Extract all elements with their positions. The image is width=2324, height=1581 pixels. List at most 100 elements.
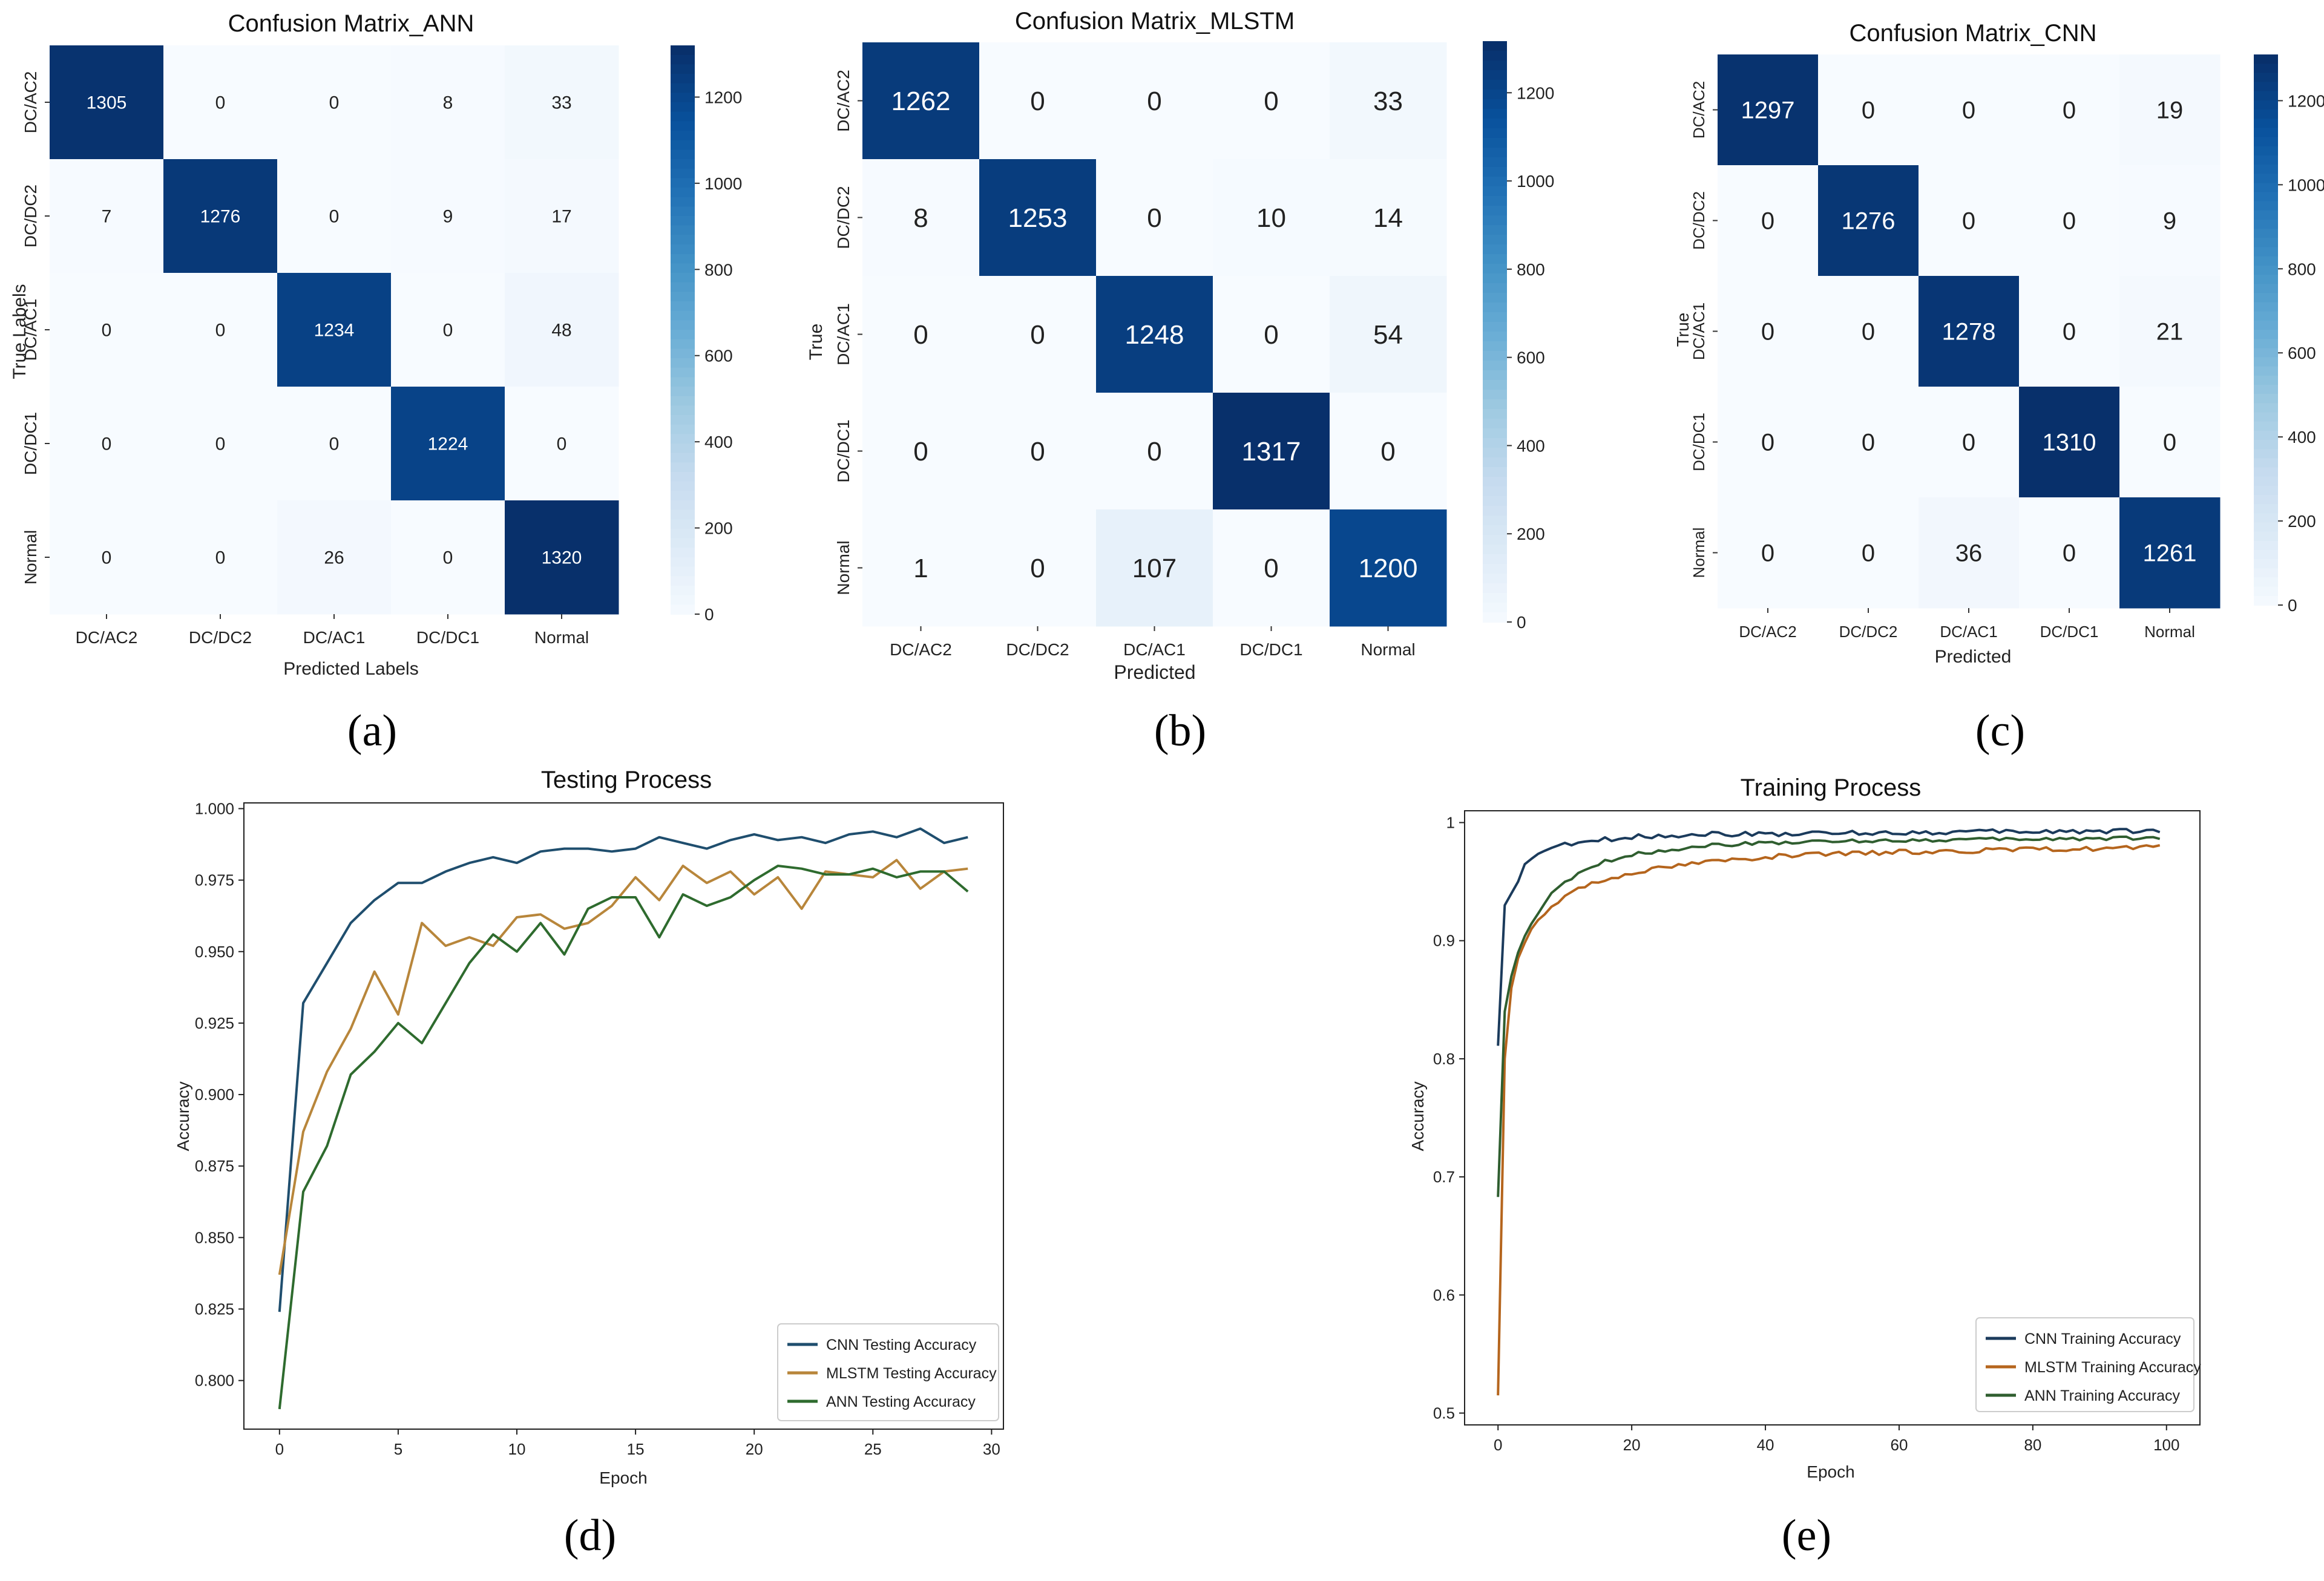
heatmap-cell — [1818, 165, 1919, 277]
colorbar-tick-label: 600 — [2288, 344, 2316, 362]
colorbar-tick-label: 0 — [2288, 596, 2297, 615]
heatmap-cell — [1919, 165, 2020, 277]
colorbar-segment — [2254, 339, 2278, 349]
panel-label-d: (d) — [564, 1511, 616, 1560]
heatmap-cell — [1718, 387, 1819, 498]
colorbar-segment — [1483, 351, 1507, 361]
heatmap-cell — [277, 45, 392, 160]
colorbar-segment — [1483, 186, 1507, 197]
x-axis-label: Predicted Labels — [283, 659, 418, 679]
colorbar-segment — [1483, 496, 1507, 506]
cell-value-label: 0 — [329, 434, 340, 454]
heatmap-cell — [2019, 165, 2120, 277]
colorbar-segment — [2254, 293, 2278, 303]
x-tick-label: 0 — [275, 1440, 284, 1458]
colorbar-segment — [1483, 516, 1507, 526]
x-tick-label: 0 — [1494, 1436, 1502, 1454]
panel-label-c: (c) — [1975, 706, 2025, 756]
colorbar-tick-label: 1200 — [1517, 83, 1554, 102]
colorbar-segment — [2254, 421, 2278, 431]
heatmap-cell — [1330, 276, 1447, 393]
colorbar-segment — [2254, 403, 2278, 413]
cell-value-label: 1317 — [1242, 437, 1301, 466]
colorbar-segment — [671, 273, 695, 283]
heatmap-cell — [2019, 276, 2120, 387]
colorbar-segment — [671, 178, 695, 188]
colorbar-segment — [671, 566, 695, 577]
y-tick-label: DC/DC2 — [834, 186, 853, 249]
colorbar-segment — [1483, 312, 1507, 322]
cell-value-label: 0 — [1962, 97, 1975, 124]
heatmap-cell — [862, 42, 980, 160]
colorbar-tick-label: 1000 — [1517, 172, 1554, 191]
cell-value-label: 0 — [102, 548, 112, 568]
colorbar-segment — [1483, 303, 1507, 313]
colorbar-segment — [2254, 146, 2278, 156]
cell-value-label: 1248 — [1125, 320, 1184, 350]
colorbar-segment — [671, 387, 695, 397]
colorbar-segment — [2254, 229, 2278, 239]
colorbar-segment — [1483, 467, 1507, 477]
x-tick-label: 40 — [1757, 1436, 1774, 1454]
colorbar-segment — [2254, 449, 2278, 459]
cell-value-label: 0 — [1761, 540, 1774, 567]
colorbar-segment — [2254, 247, 2278, 257]
cell-value-label: 36 — [1955, 540, 1983, 567]
colorbar-segment — [671, 45, 695, 56]
colorbar-tick-label: 0 — [1517, 613, 1526, 632]
colorbar-segment — [2254, 210, 2278, 220]
plot-frame — [1464, 810, 2201, 1426]
cell-value-label: 1253 — [1008, 203, 1068, 233]
colorbar-tick-label: 1000 — [2288, 175, 2324, 194]
x-tick-label: Normal — [534, 628, 589, 647]
colorbar-segment — [2254, 73, 2278, 83]
y-tick-label: DC/AC1 — [21, 299, 40, 361]
heatmap-cell — [391, 159, 505, 273]
colorbar-segment — [1483, 409, 1507, 419]
legend-label: ANN Testing Accuracy — [826, 1393, 976, 1410]
colorbar-segment — [1483, 254, 1507, 264]
y-tick-label: DC/DC1 — [21, 412, 40, 475]
colorbar-tick-label: 1200 — [704, 88, 742, 106]
heatmap-cell — [505, 273, 619, 387]
y-tick-label: DC/DC2 — [1690, 191, 1708, 250]
cell-value-label: 1305 — [87, 93, 127, 113]
x-tick-label: Normal — [2144, 623, 2195, 641]
cell-value-label: 1310 — [2043, 430, 2096, 456]
cell-value-label: 8 — [443, 93, 453, 113]
colorbar-segment — [671, 168, 695, 179]
legend-label: MLSTM Testing Accuracy — [826, 1365, 997, 1382]
colorbar-segment — [1483, 264, 1507, 274]
heatmap-cell — [1718, 165, 1819, 277]
colorbar-segment — [1483, 51, 1507, 61]
chart-title: Confusion Matrix_CNN — [1849, 20, 2096, 47]
colorbar-segment — [1483, 535, 1507, 545]
y-tick-label: 1.000 — [195, 799, 234, 817]
legend-label: MLSTM Training Accuracy — [2024, 1359, 2201, 1376]
colorbar-segment — [671, 102, 695, 113]
x-tick-label: DC/AC1 — [1123, 640, 1186, 659]
colorbar-segment — [1483, 370, 1507, 381]
series-line — [1497, 828, 2161, 1046]
colorbar-segment — [671, 538, 695, 549]
heatmap-cell — [1330, 393, 1447, 510]
y-tick-label: 0.900 — [195, 1085, 234, 1104]
colorbar-segment — [1483, 235, 1507, 245]
colorbar-segment — [2254, 165, 2278, 175]
heatmap-cell — [979, 159, 1097, 277]
colorbar-segment — [2254, 183, 2278, 193]
colorbar-tick-label: 400 — [2288, 428, 2316, 447]
colorbar-segment — [2254, 265, 2278, 275]
heatmap-cell — [2119, 387, 2221, 498]
colorbar-segment — [1483, 545, 1507, 555]
y-tick-label: Normal — [834, 540, 853, 595]
colorbar-segment — [1483, 554, 1507, 565]
y-axis-label: Accuracy — [174, 1081, 192, 1151]
cell-value-label: 0 — [1030, 320, 1045, 350]
heatmap-cell — [2119, 497, 2221, 609]
heatmap-cell — [163, 45, 278, 160]
y-tick-label: 0.950 — [195, 943, 234, 961]
heatmap-cell — [505, 500, 619, 615]
y-tick-label: DC/AC2 — [21, 71, 40, 134]
x-tick-label: DC/AC2 — [76, 628, 138, 647]
